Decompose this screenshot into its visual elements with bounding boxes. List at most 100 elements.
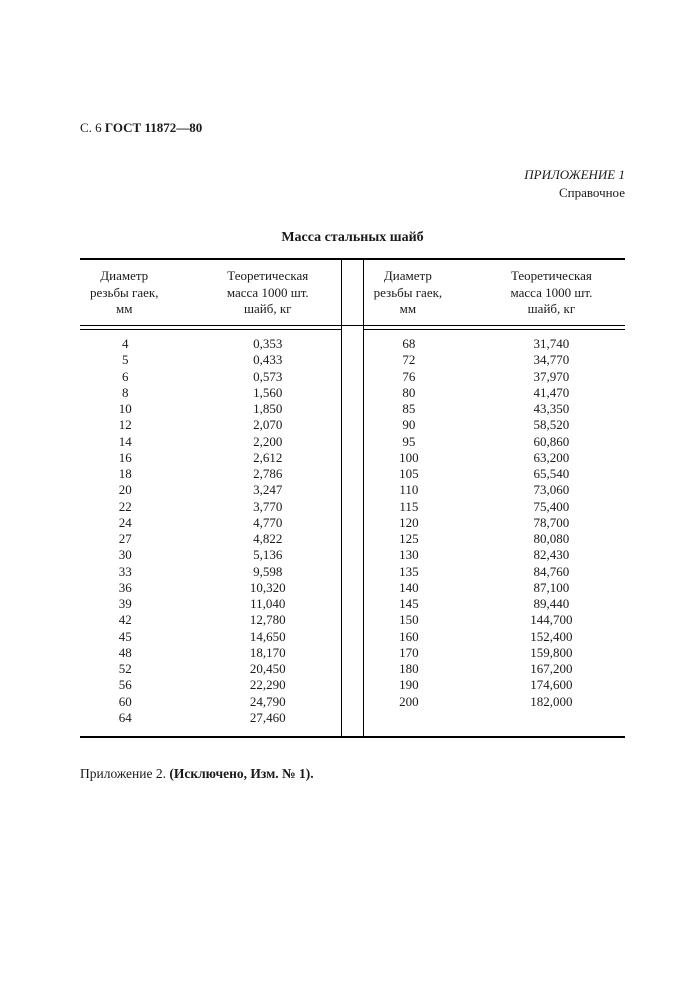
cell-diameter: 42 <box>80 612 194 628</box>
cell-mass: 159,800 <box>478 645 625 661</box>
cell-diameter: 39 <box>80 596 194 612</box>
cell-diameter: 110 <box>363 482 477 498</box>
column-divider <box>342 466 364 482</box>
cell-mass: 37,970 <box>478 369 625 385</box>
cell-diameter: 4 <box>80 336 194 352</box>
column-divider <box>342 677 364 693</box>
header-line: Диаметр <box>384 268 432 283</box>
footnote-prefix: Приложение 2. <box>80 766 169 781</box>
cell-diameter: 60 <box>80 694 194 710</box>
table-row: 4514,650 160152,400 <box>80 629 625 645</box>
column-divider <box>342 612 364 628</box>
cell-mass: 34,770 <box>478 352 625 368</box>
page-header: С. 6 ГОСТ 11872—80 <box>80 120 625 136</box>
cell-diameter: 48 <box>80 645 194 661</box>
page-number-prefix: С. 6 <box>80 120 105 135</box>
column-divider <box>342 710 364 737</box>
cell-mass: 182,000 <box>478 694 625 710</box>
cell-diameter: 20 <box>80 482 194 498</box>
cell-diameter: 200 <box>363 694 477 710</box>
cell-diameter: 120 <box>363 515 477 531</box>
col-header-mass-left: Теоретическая масса 1000 шт. шайб, кг <box>194 259 341 325</box>
table-row: 6427,460 <box>80 710 625 737</box>
cell-diameter: 27 <box>80 531 194 547</box>
column-divider <box>342 531 364 547</box>
column-divider <box>342 645 364 661</box>
column-divider <box>342 259 364 325</box>
footnote-bold: (Исключено, Изм. № 1). <box>169 766 313 781</box>
appendix-block: ПРИЛОЖЕНИЕ 1 Справочное <box>80 166 625 202</box>
column-divider <box>342 515 364 531</box>
column-divider <box>342 401 364 417</box>
cell-mass: 11,040 <box>194 596 341 612</box>
table-row: 142,2009560,860 <box>80 434 625 450</box>
cell-mass: 174,600 <box>478 677 625 693</box>
cell-diameter: 56 <box>80 677 194 693</box>
cell-mass: 0,573 <box>194 369 341 385</box>
cell-diameter: 14 <box>80 434 194 450</box>
cell-diameter: 140 <box>363 580 477 596</box>
cell-diameter: 95 <box>363 434 477 450</box>
cell-mass: 3,247 <box>194 482 341 498</box>
appendix-title: ПРИЛОЖЕНИЕ 1 <box>80 166 625 184</box>
cell-diameter: 150 <box>363 612 477 628</box>
cell-diameter: 45 <box>80 629 194 645</box>
cell-mass: 12,780 <box>194 612 341 628</box>
column-divider <box>342 661 364 677</box>
cell-diameter: 125 <box>363 531 477 547</box>
cell-mass: 4,822 <box>194 531 341 547</box>
table-row: 162,61210063,200 <box>80 450 625 466</box>
cell-diameter: 22 <box>80 499 194 515</box>
column-divider <box>342 450 364 466</box>
column-divider <box>342 417 364 433</box>
cell-diameter: 16 <box>80 450 194 466</box>
column-divider <box>342 369 364 385</box>
cell-diameter: 145 <box>363 596 477 612</box>
cell-mass: 89,440 <box>478 596 625 612</box>
table-row: 6024,790 200182,000 <box>80 694 625 710</box>
cell-diameter: 18 <box>80 466 194 482</box>
table-row: 4818,170170159,800 <box>80 645 625 661</box>
cell-mass: 63,200 <box>478 450 625 466</box>
cell-mass: 43,350 <box>478 401 625 417</box>
document-page: С. 6 ГОСТ 11872—80 ПРИЛОЖЕНИЕ 1 Справочн… <box>0 0 700 994</box>
cell-mass: 2,612 <box>194 450 341 466</box>
table-title: Масса стальных шайб <box>80 230 625 246</box>
table-row: 4212,780 150144,700 <box>80 612 625 628</box>
cell-diameter: 160 <box>363 629 477 645</box>
cell-mass <box>478 710 625 737</box>
cell-mass: 5,136 <box>194 547 341 563</box>
table-row: 81,5608041,470 <box>80 385 625 401</box>
cell-diameter: 68 <box>363 336 477 352</box>
column-divider <box>342 352 364 368</box>
cell-mass: 152,400 <box>478 629 625 645</box>
cell-mass: 2,070 <box>194 417 341 433</box>
cell-mass: 75,400 <box>478 499 625 515</box>
cell-mass: 60,860 <box>478 434 625 450</box>
appendix-subtitle: Справочное <box>80 184 625 202</box>
column-divider <box>342 596 364 612</box>
cell-diameter: 52 <box>80 661 194 677</box>
cell-mass: 24,790 <box>194 694 341 710</box>
cell-diameter <box>363 710 477 737</box>
header-line: мм <box>116 301 132 316</box>
header-line: шайб, кг <box>528 301 576 316</box>
cell-mass: 3,770 <box>194 499 341 515</box>
cell-mass: 82,430 <box>478 547 625 563</box>
cell-diameter: 72 <box>363 352 477 368</box>
table-row: 122,0709058,520 <box>80 417 625 433</box>
cell-mass: 167,200 <box>478 661 625 677</box>
appendix-2-note: Приложение 2. (Исключено, Изм. № 1). <box>80 766 625 782</box>
cell-diameter: 33 <box>80 564 194 580</box>
cell-diameter: 64 <box>80 710 194 737</box>
cell-diameter: 170 <box>363 645 477 661</box>
table-row: 40,3536831,740 <box>80 336 625 352</box>
cell-mass: 144,700 <box>478 612 625 628</box>
column-divider <box>342 499 364 515</box>
header-line: резьбы гаек, <box>90 285 159 300</box>
table-body: 40,3536831,74050,4337234,77060,5737637,9… <box>80 326 625 738</box>
table-row: 203,24711073,060 <box>80 482 625 498</box>
table-row: 274,82212580,080 <box>80 531 625 547</box>
mass-table: Диаметр резьбы гаек, мм Теоретическая ма… <box>80 258 625 738</box>
cell-mass: 14,650 <box>194 629 341 645</box>
